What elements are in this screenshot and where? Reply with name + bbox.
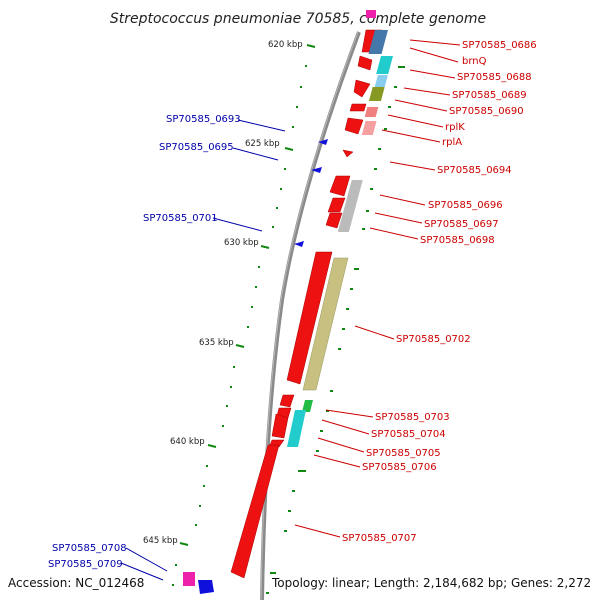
gene-label: SP70585_0695 (159, 142, 234, 153)
minor-ticks-right (266, 66, 405, 594)
gene-label: SP70585_0701 (143, 213, 218, 224)
gene-label: SP70585_0690 (449, 106, 524, 117)
gene-label: SP70585_0702 (396, 334, 471, 345)
tick-label: 640 kbp (170, 437, 205, 447)
gene-label: SP70585_0698 (420, 235, 495, 246)
gene-label: SP70585_0688 (457, 72, 532, 83)
gene-label: SP70585_0693 (166, 114, 241, 125)
gene-label: SP70585_0686 (462, 40, 537, 51)
overlay-bar-steelblue (368, 30, 388, 54)
gene-arrow (271, 413, 289, 439)
gene-arrow-reverse (311, 167, 322, 173)
gene-label: SP70585_0704 (371, 429, 446, 440)
overlay-bar-olive (368, 87, 385, 101)
gene-arrow (349, 103, 367, 112)
overlay-bar-cyan (376, 56, 393, 74)
overlay-bar-green (302, 400, 313, 412)
tick-label: 625 kbp (245, 139, 280, 149)
gene-arrow (230, 444, 280, 579)
reverse-genes (294, 139, 328, 247)
gene-arrow-reverse (294, 241, 304, 247)
gene-arrow (342, 149, 354, 158)
gene-label: SP70585_0694 (437, 165, 512, 176)
right-callouts (294, 39, 461, 538)
overlay-bar-pink (364, 107, 379, 117)
gene-arrow (286, 251, 333, 385)
gene-arrow (357, 55, 373, 71)
gene-arrow (325, 212, 343, 229)
gene-label: SP70585_0705 (366, 448, 441, 459)
tick-label: 635 kbp (199, 338, 234, 348)
overlay-bar-cyan2 (287, 410, 306, 447)
gene-arrow (327, 197, 346, 213)
gene-arrow (329, 175, 351, 197)
right-gene-labels: SP70585_0686 brnQ SP70585_0688 SP70585_0… (342, 40, 537, 544)
tick-label: 620 kbp (268, 40, 303, 50)
map-title: Streptococcus pneumoniae 70585, complete… (110, 11, 486, 27)
left-gene-labels: SP70585_0693 SP70585_0695 SP70585_0701 S… (48, 114, 241, 570)
gene-label: SP70585_0703 (375, 412, 450, 423)
overlay-bar-khaki (302, 257, 349, 391)
tick-label: 645 kbp (143, 536, 178, 546)
gene-label: rplA (442, 137, 462, 148)
tick-label: 630 kbp (224, 238, 259, 248)
overlay-bar-lightpink (361, 121, 377, 135)
gene-label: SP70585_0696 (428, 200, 503, 211)
forward-genes (230, 29, 383, 579)
gene-label: SP70585_0709 (48, 559, 123, 570)
gene-label: SP70585_0708 (52, 543, 127, 554)
overlay-bar-gray (337, 180, 363, 232)
gene-label: SP70585_0707 (342, 533, 417, 544)
topology-label: Topology: linear; Length: 2,184,682 bp; … (271, 576, 591, 590)
left-callouts (120, 119, 286, 581)
reverse-gene-blue-small (198, 580, 214, 594)
gene-arrow-reverse (318, 139, 328, 145)
gene-label: brnQ (462, 56, 487, 67)
accession-label: Accession: NC_012468 (8, 576, 144, 590)
gene-label: rplK (445, 122, 465, 133)
gene-arrow (344, 117, 364, 135)
overlay-bar-magenta (183, 572, 195, 586)
gene-label: SP70585_0697 (424, 219, 499, 230)
major-ticks (179, 44, 316, 546)
minor-ticks-left (172, 65, 307, 586)
gene-label: SP70585_0706 (362, 462, 437, 473)
overlay-bar-lightblue (374, 75, 388, 87)
gene-label: SP70585_0689 (452, 90, 527, 101)
gene-arrow (353, 79, 371, 98)
gene-arrow (279, 394, 295, 408)
overlay-bar-magenta-top (366, 10, 376, 18)
